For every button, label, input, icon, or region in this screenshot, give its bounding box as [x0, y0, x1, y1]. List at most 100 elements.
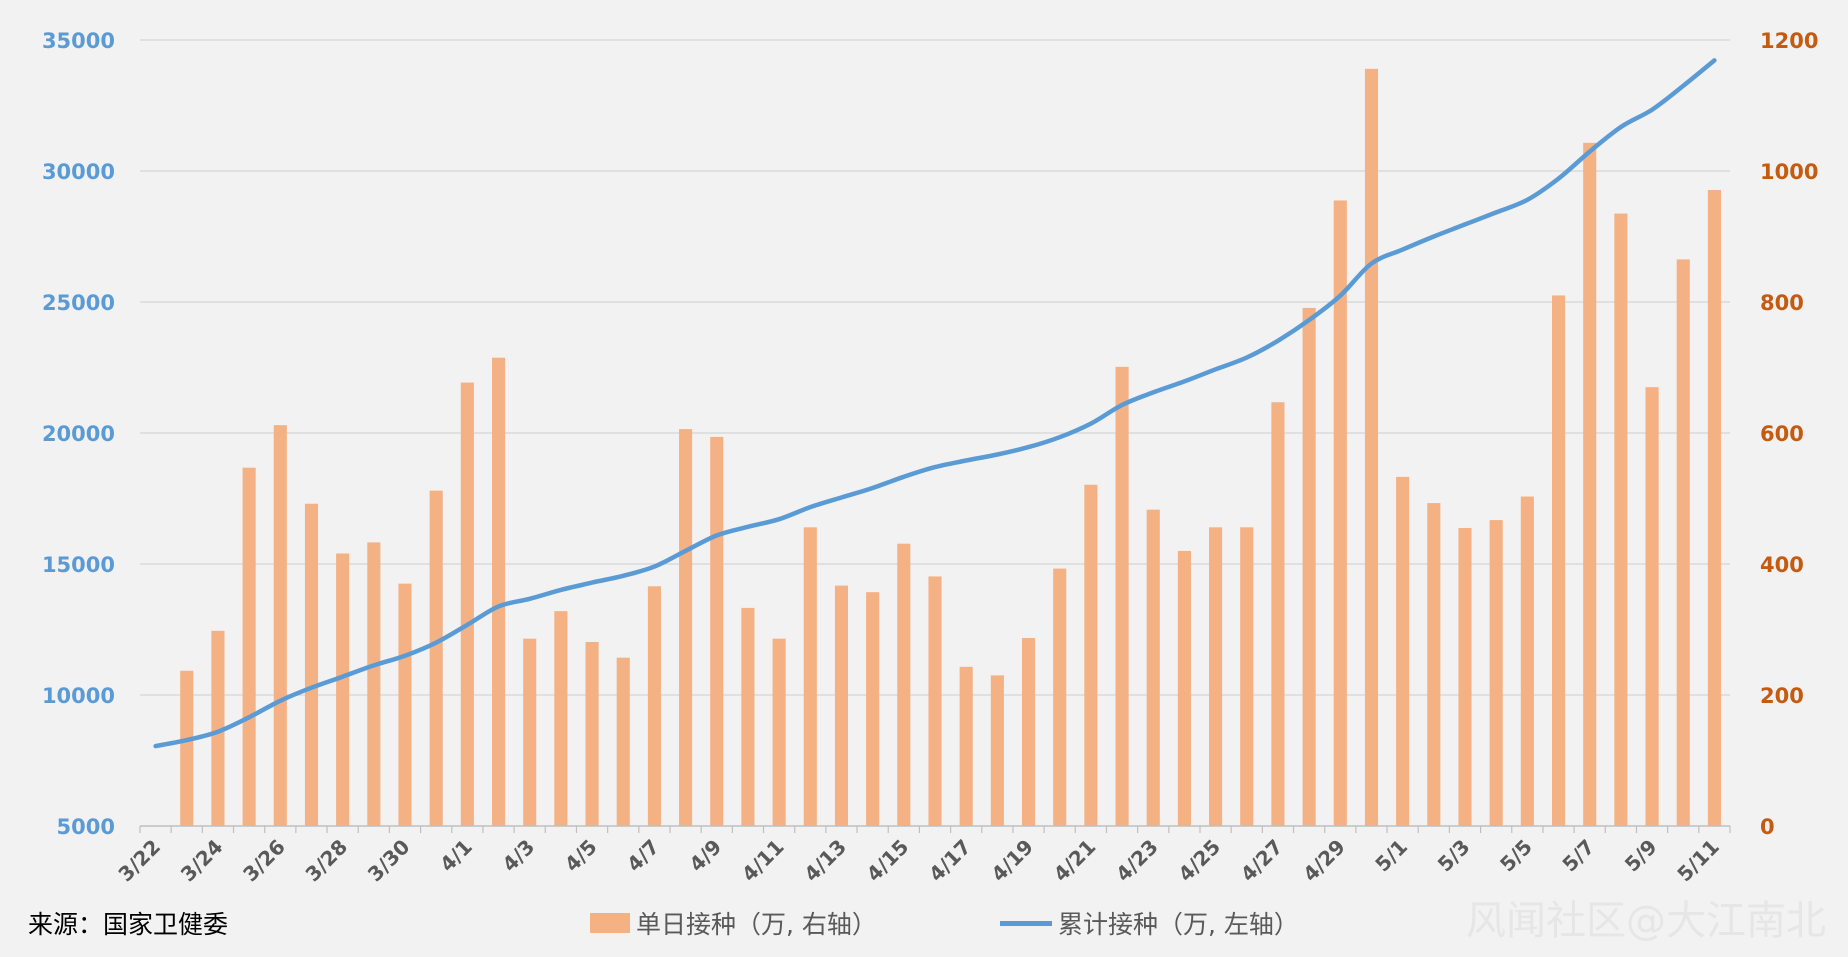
right-tick-label: 1000	[1760, 160, 1818, 184]
bar	[1177, 550, 1191, 826]
bar	[585, 641, 599, 826]
bar	[679, 429, 693, 826]
bar	[741, 607, 755, 826]
bar	[273, 425, 287, 826]
legend-line-label: 累计接种（万, 左轴）	[1058, 910, 1299, 939]
right-tick-label: 1200	[1760, 29, 1818, 53]
x-tick-label: 4/1	[435, 835, 477, 877]
bar	[242, 467, 256, 826]
legend-bar-swatch	[590, 913, 630, 933]
bar	[772, 638, 786, 826]
cumulative-line	[153, 58, 1717, 749]
left-tick-label: 35000	[42, 29, 115, 53]
bar	[1520, 496, 1534, 826]
left-tick-label: 20000	[42, 422, 115, 446]
bar	[1676, 259, 1690, 826]
bar	[1146, 509, 1160, 826]
line-series	[153, 58, 1717, 749]
bar	[429, 490, 443, 826]
right-tick-label: 400	[1760, 553, 1804, 577]
legend-line-entry: 累计接种（万, 左轴）	[1000, 905, 1299, 941]
bar	[1458, 527, 1472, 826]
bar	[866, 592, 880, 826]
x-tick-label: 4/19	[986, 835, 1038, 887]
bar	[990, 675, 1004, 826]
bar	[928, 576, 942, 826]
bar	[460, 382, 474, 826]
bar	[1583, 142, 1597, 826]
bar	[616, 657, 630, 826]
bar	[1707, 189, 1721, 826]
bar	[491, 357, 506, 826]
x-tick-label: 4/13	[799, 835, 851, 887]
bar-series	[180, 68, 1721, 827]
left-tick-label: 10000	[42, 684, 115, 708]
x-tick-label: 3/30	[363, 835, 415, 887]
x-tick-label: 4/17	[924, 835, 976, 887]
bar	[1115, 366, 1129, 826]
source-label: 来源：国家卫健委	[28, 910, 229, 939]
legend-bar-entry: 单日接种（万, 右轴）	[590, 905, 877, 941]
bar	[834, 585, 849, 826]
right-tick-label: 800	[1760, 291, 1804, 315]
right-tick-label: 0	[1760, 815, 1775, 839]
bar	[1021, 638, 1036, 826]
legend-line-swatch	[1000, 920, 1052, 926]
bar	[1396, 476, 1410, 826]
watermark: 风闻社区@大江南北	[1466, 898, 1826, 944]
bar	[1614, 213, 1628, 826]
x-tick-label: 4/29	[1298, 835, 1350, 887]
bar	[1053, 568, 1067, 826]
x-tick-label: 5/7	[1557, 835, 1599, 877]
x-tick-label: 4/9	[684, 835, 726, 877]
legend-bar-label: 单日接种（万, 右轴）	[636, 910, 877, 939]
x-tick-label: 3/26	[238, 835, 290, 887]
bar	[180, 670, 194, 826]
left-tick-label: 30000	[42, 160, 115, 184]
x-tick-label: 3/24	[176, 835, 228, 887]
x-tick-label: 3/28	[301, 835, 353, 887]
bar	[959, 666, 973, 826]
bar	[647, 586, 661, 826]
bar	[1333, 200, 1347, 827]
x-tick-label: 4/27	[1236, 835, 1288, 887]
bar	[304, 503, 319, 826]
bar	[1209, 527, 1223, 826]
bar	[897, 543, 911, 826]
bar	[1427, 503, 1441, 826]
bar	[398, 583, 412, 826]
x-tick-label: 4/23	[1111, 835, 1163, 887]
bar	[1364, 68, 1379, 826]
x-tick-label: 4/11	[737, 835, 789, 887]
x-tick-label: 5/9	[1620, 835, 1662, 877]
bar	[1302, 307, 1316, 826]
bar	[523, 638, 537, 826]
bar	[1240, 527, 1254, 826]
bar	[803, 527, 817, 826]
left-tick-label: 5000	[57, 815, 115, 839]
bar	[211, 630, 225, 826]
bar	[710, 436, 724, 826]
x-tick-label: 4/21	[1049, 835, 1101, 887]
left-tick-label: 25000	[42, 291, 115, 315]
bar	[1489, 520, 1503, 826]
x-tick-label: 5/1	[1370, 835, 1412, 877]
bar	[367, 542, 381, 826]
right-tick-label: 200	[1760, 684, 1804, 708]
x-tick-label: 5/5	[1495, 835, 1537, 877]
bar	[1271, 402, 1285, 826]
x-tick-label: 4/25	[1173, 835, 1225, 887]
x-tick-label: 4/15	[862, 835, 914, 887]
x-tick-label: 3/22	[113, 835, 165, 887]
x-tick-label: 4/3	[497, 835, 539, 877]
x-tick-label: 5/11	[1672, 835, 1724, 887]
x-tick-label: 4/5	[560, 835, 602, 877]
bar	[336, 553, 350, 826]
right-tick-label: 600	[1760, 422, 1804, 446]
bar	[1084, 484, 1098, 826]
bar	[554, 611, 568, 826]
bar	[1551, 295, 1566, 826]
left-tick-label: 15000	[42, 553, 115, 577]
bar	[1645, 387, 1659, 826]
